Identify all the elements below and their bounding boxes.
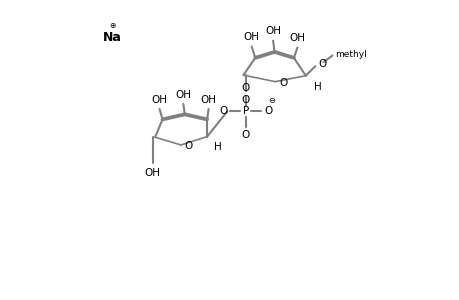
Text: ⊕: ⊕ [109, 21, 116, 30]
Text: Na: Na [103, 31, 122, 44]
Text: O: O [218, 106, 227, 116]
Text: OH: OH [289, 33, 305, 43]
Text: OH: OH [151, 95, 167, 105]
Text: H: H [213, 142, 221, 152]
Text: H: H [313, 82, 321, 92]
Text: ⊖: ⊖ [268, 96, 275, 105]
Text: methyl: methyl [334, 50, 366, 59]
Text: O: O [318, 59, 326, 69]
Text: O: O [184, 141, 192, 152]
Text: OH: OH [145, 168, 160, 178]
Text: OH: OH [264, 26, 280, 37]
Text: OH: OH [175, 90, 191, 100]
Text: O: O [279, 78, 287, 88]
Text: O: O [241, 95, 249, 105]
Text: OH: OH [200, 95, 216, 105]
Text: O: O [241, 83, 249, 93]
Text: OH: OH [243, 32, 259, 42]
Text: P: P [242, 106, 248, 116]
Text: O: O [263, 106, 272, 116]
Text: O: O [241, 130, 249, 140]
